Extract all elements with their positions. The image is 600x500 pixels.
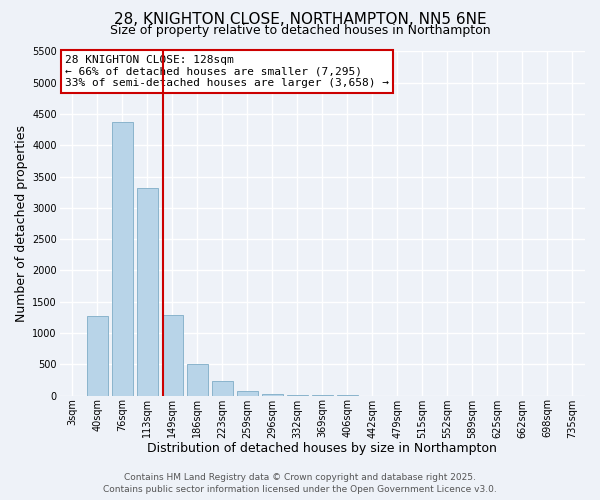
Text: Contains HM Land Registry data © Crown copyright and database right 2025.
Contai: Contains HM Land Registry data © Crown c… xyxy=(103,472,497,494)
Bar xyxy=(236,391,258,396)
Bar xyxy=(137,188,158,396)
Bar xyxy=(161,316,183,396)
Bar xyxy=(112,122,133,396)
X-axis label: Distribution of detached houses by size in Northampton: Distribution of detached houses by size … xyxy=(148,442,497,455)
Bar xyxy=(262,394,283,396)
Text: 28 KNIGHTON CLOSE: 128sqm
← 66% of detached houses are smaller (7,295)
33% of se: 28 KNIGHTON CLOSE: 128sqm ← 66% of detac… xyxy=(65,55,389,88)
Text: 28, KNIGHTON CLOSE, NORTHAMPTON, NN5 6NE: 28, KNIGHTON CLOSE, NORTHAMPTON, NN5 6NE xyxy=(113,12,487,28)
Bar xyxy=(86,316,108,396)
Y-axis label: Number of detached properties: Number of detached properties xyxy=(15,125,28,322)
Text: Size of property relative to detached houses in Northampton: Size of property relative to detached ho… xyxy=(110,24,490,37)
Bar xyxy=(187,364,208,396)
Bar xyxy=(212,381,233,396)
